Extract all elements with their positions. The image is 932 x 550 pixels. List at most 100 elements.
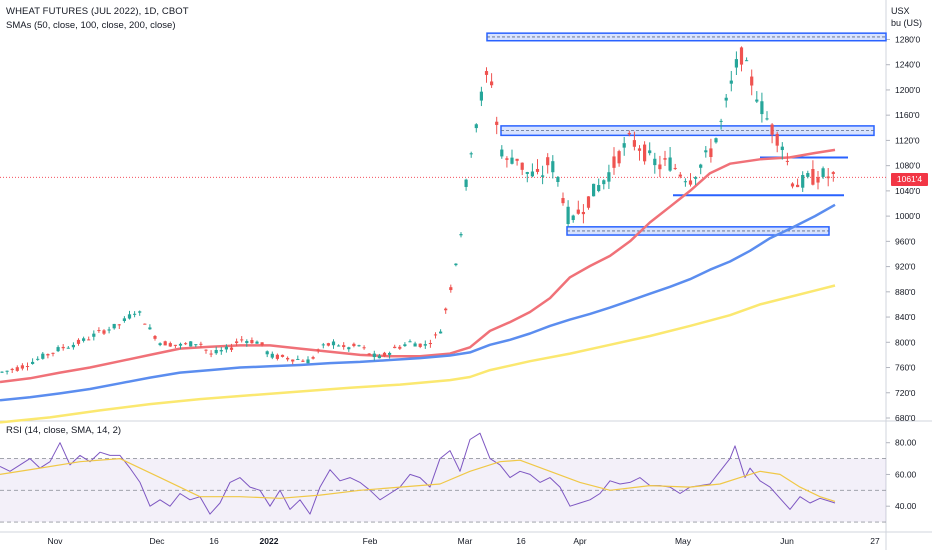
candle-body — [393, 346, 397, 349]
candle-body — [622, 143, 626, 148]
candle-body — [301, 360, 305, 362]
y-tick-label: 680'0 — [895, 413, 916, 423]
candle-body — [806, 173, 810, 177]
candle-body — [790, 183, 795, 187]
candle-body — [505, 158, 509, 160]
candle-body — [637, 148, 642, 151]
candle-body — [479, 91, 483, 101]
rsi-line — [0, 432, 836, 515]
candle-body — [495, 121, 499, 125]
sma-line-3 — [0, 284, 836, 424]
y-tick-label: 1280'0 — [895, 34, 921, 44]
candle-body — [796, 184, 800, 188]
candle-body — [484, 71, 489, 75]
candle-body — [189, 341, 193, 347]
candle-body — [770, 124, 774, 135]
candle-body — [597, 185, 601, 192]
candle-body — [20, 365, 24, 369]
candle-body — [331, 341, 336, 346]
candle-body — [388, 352, 392, 355]
candle-body — [5, 370, 9, 372]
candle-body — [704, 150, 708, 153]
candle-body — [683, 181, 687, 183]
candle-body — [699, 164, 703, 168]
candle-body — [760, 101, 764, 115]
candle-body — [337, 345, 341, 347]
candle-body — [148, 327, 152, 330]
candle-body — [535, 168, 540, 172]
candle-body — [709, 148, 713, 157]
x-tick-label: Dec — [149, 536, 165, 546]
candle-body — [831, 172, 835, 174]
candle-body — [474, 124, 478, 129]
candle-body — [122, 318, 126, 321]
candle-body — [755, 99, 759, 102]
x-tick-label: 2022 — [260, 536, 279, 546]
candle-body — [439, 331, 443, 334]
candle-body — [199, 343, 203, 345]
candle-body — [245, 341, 249, 344]
candle-body — [316, 349, 320, 351]
candle-body — [0, 371, 4, 373]
candle-body — [729, 80, 733, 84]
candle-body — [342, 345, 346, 348]
last-price-tag: 1061'4 — [891, 173, 928, 186]
candle-body — [556, 176, 560, 183]
x-tick-label: 16 — [516, 536, 526, 546]
rsi-legend[interactable]: RSI (14, close, SMA, 14, 2) — [6, 425, 122, 436]
candle-body — [280, 354, 285, 357]
candle-body — [377, 355, 381, 359]
candle-body — [765, 118, 769, 120]
y-tick-label: 760'0 — [895, 363, 916, 373]
candle-body — [31, 361, 35, 364]
candle-body — [362, 347, 366, 349]
y-tick-label: 920'0 — [895, 262, 916, 272]
candle-body — [224, 346, 228, 350]
candle-body — [56, 347, 60, 352]
candle-body — [826, 176, 830, 179]
y-tick-label: 800'0 — [895, 337, 916, 347]
candle-body — [250, 340, 254, 344]
candle-body — [607, 172, 611, 182]
unit-quantity: bu (US) — [891, 18, 923, 28]
candle-body — [745, 60, 749, 62]
candle-body — [214, 350, 218, 354]
candle-body — [209, 353, 213, 355]
x-tick-label: Nov — [47, 536, 63, 546]
sma-legend[interactable]: SMAs (50, close, 100, close, 200, close) — [6, 20, 176, 31]
candle-body — [586, 196, 591, 208]
candle-body — [398, 346, 402, 349]
candle-body — [469, 153, 473, 155]
y-tick-label: 1040'0 — [895, 186, 921, 196]
rsi-tick-label: 80.00 — [895, 438, 917, 448]
candle-body — [240, 339, 244, 341]
candle-body — [428, 343, 432, 345]
candle-body — [102, 330, 106, 334]
candle-body — [816, 177, 820, 183]
candle-body — [464, 179, 468, 187]
candle-body — [112, 323, 116, 329]
candle-body — [648, 150, 652, 154]
candle-body — [184, 343, 188, 345]
candle-body — [97, 330, 101, 332]
candle-body — [561, 198, 565, 204]
candle-body — [520, 162, 524, 170]
candle-body — [719, 120, 723, 122]
candle-body — [219, 350, 223, 352]
candle-body — [270, 353, 274, 358]
candle-body — [36, 358, 40, 360]
candle-body — [87, 339, 91, 341]
price-unit: USX bu (US) — [891, 5, 922, 29]
candle-body — [581, 211, 585, 215]
x-tick-label: Apr — [573, 536, 586, 546]
x-tick-label: May — [675, 536, 692, 546]
candle-body — [71, 344, 75, 348]
candle-body — [653, 158, 657, 166]
candle-body — [602, 180, 606, 185]
y-tick-label: 1000'0 — [895, 211, 921, 221]
candle-body — [678, 174, 682, 177]
candle-body — [801, 175, 805, 188]
candle-body — [326, 343, 330, 346]
y-tick-label: 840'0 — [895, 312, 916, 322]
